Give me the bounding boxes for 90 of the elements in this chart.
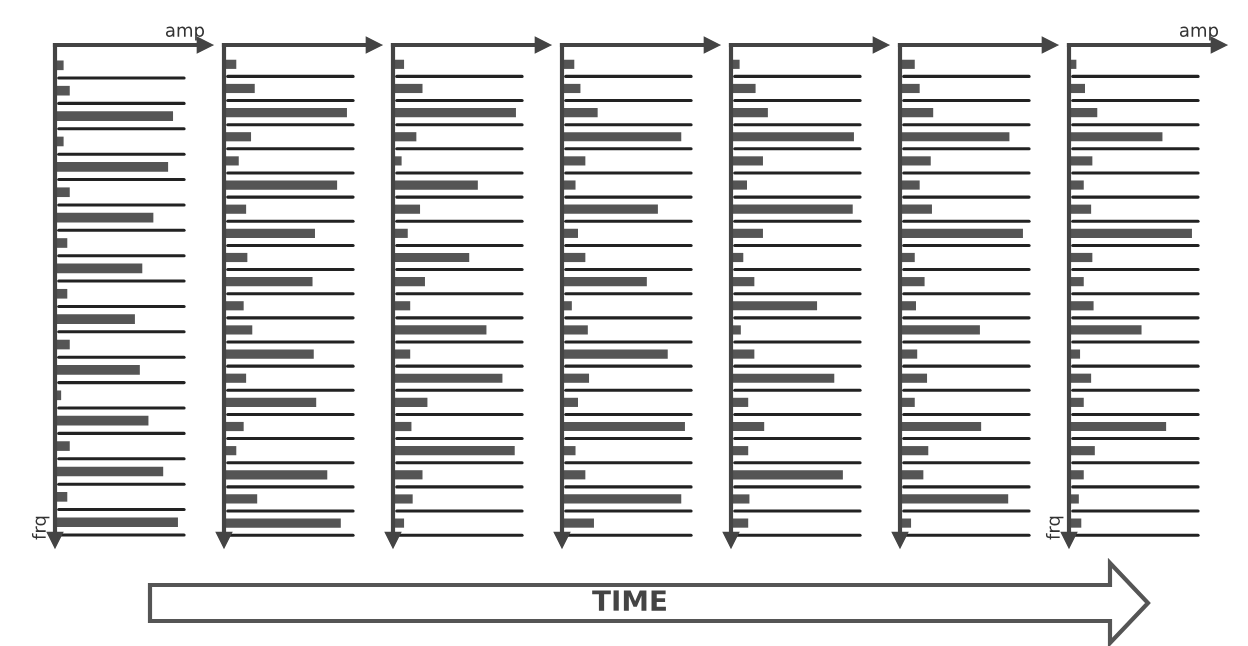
bar [55, 111, 174, 121]
bar [55, 85, 70, 96]
bar [393, 446, 515, 456]
bar [900, 277, 925, 287]
bar [55, 441, 70, 451]
bar [900, 494, 1009, 504]
bar [1069, 301, 1094, 311]
x-axis-title: amp [1179, 26, 1219, 41]
bar [731, 108, 768, 118]
bar [1069, 325, 1142, 335]
bar [55, 187, 70, 198]
bar [1069, 108, 1098, 118]
bar [224, 301, 244, 311]
bar [900, 349, 918, 359]
bar [900, 228, 1023, 238]
bar [731, 349, 755, 359]
bar [224, 132, 252, 142]
bar [562, 204, 658, 214]
bar [900, 325, 980, 335]
bar [1069, 421, 1167, 432]
bar [55, 263, 143, 274]
bar [55, 517, 178, 528]
bar [900, 108, 934, 118]
bar [393, 252, 470, 263]
bar [224, 470, 328, 480]
bar [224, 397, 317, 407]
y-axis-title: frq [1045, 516, 1064, 540]
bar [562, 373, 590, 383]
bar [562, 180, 576, 190]
bar [731, 132, 854, 142]
bar [393, 277, 425, 287]
bar [224, 494, 258, 504]
bar [55, 212, 154, 223]
bar [393, 494, 413, 504]
bar [393, 204, 421, 214]
text: TIME [592, 590, 666, 611]
bar [55, 415, 149, 426]
bar [562, 277, 647, 287]
bar [562, 518, 594, 528]
bar [224, 83, 255, 94]
bar [731, 204, 853, 214]
bar [731, 180, 747, 190]
bar [562, 325, 588, 335]
bar [55, 314, 135, 324]
bar [224, 325, 253, 335]
bar [393, 397, 428, 407]
bar [562, 349, 668, 359]
bar [55, 466, 164, 477]
bar [224, 421, 244, 432]
x-axis-title: amp [165, 26, 205, 41]
bar [731, 156, 763, 166]
bar [900, 204, 932, 214]
bar [900, 132, 1010, 142]
bar [1069, 132, 1163, 142]
y-axis-title: frq [31, 516, 50, 540]
bar [562, 132, 682, 142]
bar [393, 373, 503, 383]
bar [224, 228, 315, 238]
bar [55, 162, 169, 172]
bar [731, 228, 763, 238]
bar [224, 349, 314, 359]
bar [900, 180, 920, 190]
bar [224, 518, 341, 528]
bar [900, 446, 929, 456]
bar [562, 421, 685, 432]
bar [224, 108, 347, 118]
bar [224, 277, 313, 287]
bar [562, 494, 682, 504]
bar [393, 470, 423, 480]
bar [393, 108, 516, 118]
bar [900, 421, 982, 432]
bar [393, 349, 411, 359]
bar [393, 83, 423, 94]
bar [900, 156, 931, 166]
bar [1069, 446, 1095, 456]
bar [1069, 228, 1192, 238]
bar [393, 180, 478, 190]
bar [731, 373, 835, 383]
bar [731, 470, 843, 480]
bar [562, 108, 598, 118]
bar [731, 494, 750, 504]
bar [55, 365, 140, 375]
bar [900, 83, 920, 94]
bar [1069, 180, 1084, 190]
bar [731, 421, 765, 432]
bar [731, 301, 818, 311]
bar [900, 373, 928, 383]
bar [731, 83, 756, 94]
bar [393, 325, 487, 335]
bar [224, 180, 338, 190]
